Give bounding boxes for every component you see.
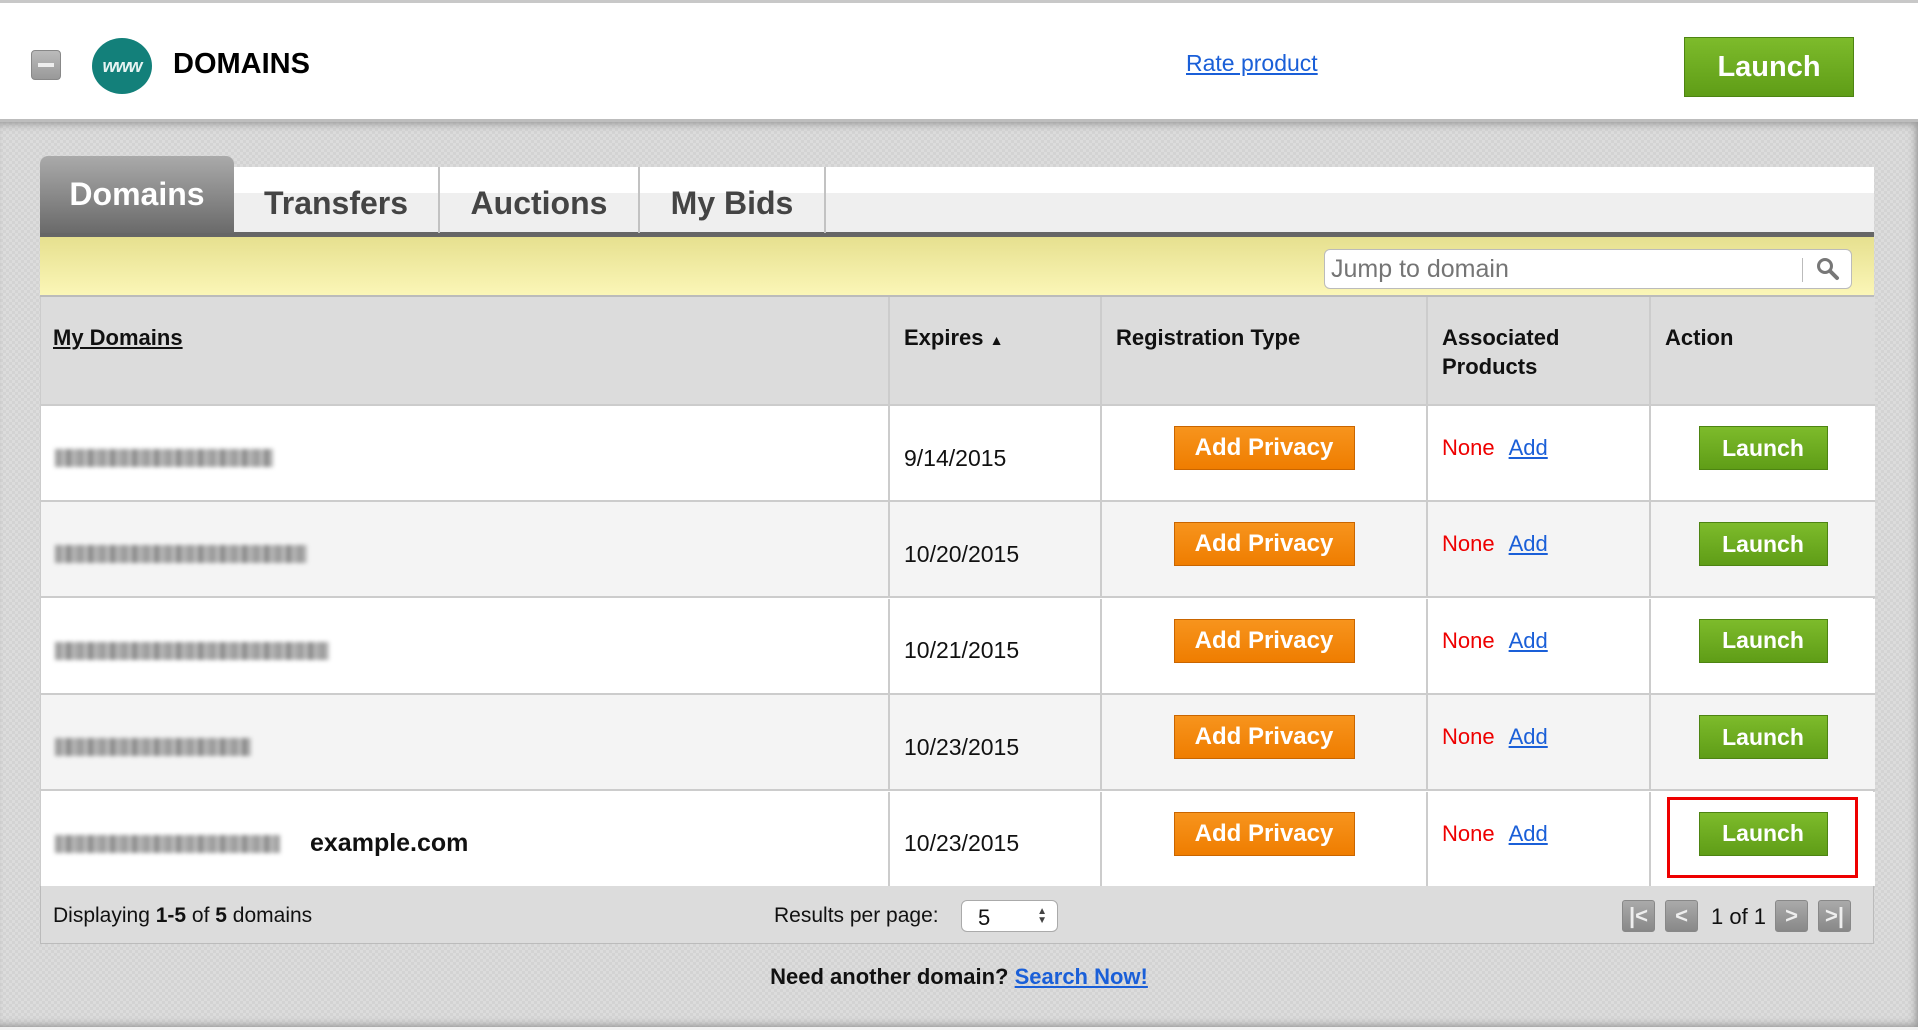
tab-auctions[interactable]: Auctions [440,167,640,233]
domain-cell [41,598,890,693]
expires-date: 9/14/2015 [904,444,1007,471]
products-none: None [1442,820,1495,846]
col-associated-products: Associated Products [1428,297,1651,404]
products-none: None [1442,627,1495,653]
col-action: Action [1665,325,1734,350]
products-cell: None Add [1428,695,1651,790]
blurred-domain-name[interactable] [55,449,273,467]
add-product-link[interactable]: Add [1508,627,1548,653]
my-domains-sort-link[interactable]: My Domains [53,325,183,350]
blurred-domain-name[interactable] [55,738,251,757]
expires-date: 10/21/2015 [904,637,1020,664]
registration-cell: Add Privacy [1102,502,1428,597]
table-footer: Displaying 1-5 of 5 domains Results per … [40,886,1874,944]
registration-cell: Add Privacy [1102,406,1428,500]
tab-domains[interactable]: Domains [40,156,234,233]
collapse-icon[interactable] [31,50,61,80]
www-globe-icon: www [92,38,152,94]
products-none: None [1442,724,1495,750]
products-none: None [1442,435,1495,460]
top-bar: www DOMAINS Rate product Launch [0,0,1918,122]
updown-arrow-icon: ▲ ▼ [1037,906,1047,926]
next-page-icon[interactable]: > [1775,900,1808,932]
expires-date: 10/23/2015 [904,830,1020,857]
table-header: My Domains Expires ▲ Registration Type A… [41,297,1875,406]
launch-button[interactable]: Launch [1698,811,1828,856]
expires-date: 10/20/2015 [904,540,1020,567]
action-cell: Launch [1651,406,1875,500]
products-cell: None Add [1428,406,1651,500]
tab-transfers[interactable]: Transfers [234,167,440,233]
launch-button-top[interactable]: Launch [1684,37,1854,97]
launch-button[interactable]: Launch [1698,426,1828,470]
add-privacy-button[interactable]: Add Privacy [1173,522,1355,567]
domain-cell [41,502,890,597]
registration-cell: Add Privacy [1102,695,1428,790]
domain-cell [41,695,890,790]
expires-cell: 10/23/2015 [890,791,1102,886]
blurred-domain-name[interactable] [55,545,307,564]
blurred-domain-name[interactable] [55,834,280,853]
results-per-page-select[interactable]: 5 ▲ ▼ [961,900,1058,932]
add-privacy-button[interactable]: Add Privacy [1173,618,1355,663]
launch-button[interactable]: Launch [1698,715,1828,760]
add-privacy-button[interactable]: Add Privacy [1173,426,1355,470]
domain-cell [41,406,890,500]
add-privacy-button[interactable]: Add Privacy [1173,811,1355,856]
registration-cell: Add Privacy [1102,598,1428,693]
last-page-icon[interactable]: >| [1818,900,1851,932]
page-title: DOMAINS [173,48,310,80]
table-row: example.com 10/23/2015 Add Privacy None A… [41,791,1875,888]
domain-cell: example.com [41,791,890,886]
expires-label[interactable]: Expires [904,325,984,350]
add-product-link[interactable]: Add [1508,820,1548,846]
expires-cell: 10/21/2015 [890,598,1102,693]
search-icon[interactable] [1815,255,1841,283]
registration-cell: Add Privacy [1102,791,1428,886]
expires-date: 10/23/2015 [904,733,1020,760]
table-row: 10/21/2015 Add Privacy None Add Launch [41,598,1875,695]
tab-my-bids[interactable]: My Bids [640,167,826,233]
domains-table: My Domains Expires ▲ Registration Type A… [40,297,1875,888]
col-expires[interactable]: Expires ▲ [890,297,1102,404]
add-product-link[interactable]: Add [1508,724,1548,750]
search-now-link[interactable]: Search Now! [1014,964,1148,989]
launch-button[interactable]: Launch [1698,618,1828,663]
first-page-icon[interactable]: |< [1622,900,1655,932]
search-prompt: Need another domain? Search Now! [770,964,1148,989]
products-none: None [1442,531,1495,557]
results-per-page-label: Results per page: [774,904,939,927]
jump-to-domain-search [1324,249,1852,289]
sort-asc-icon: ▲ [989,332,1004,348]
divider [1802,258,1803,282]
jump-to-domain-input[interactable] [1331,254,1791,284]
tab-strip [40,167,1874,237]
prev-page-icon[interactable]: < [1665,900,1698,932]
expires-cell: 10/20/2015 [890,502,1102,597]
products-cell: None Add [1428,502,1651,597]
action-cell: Launch [1651,695,1875,789]
example-domain-label: example.com [310,829,469,858]
action-cell: Launch [1651,599,1875,693]
table-row: 9/14/2015 Add Privacy None Add Launch [41,406,1875,502]
expires-cell: 9/14/2015 [890,406,1102,500]
table-row: 10/23/2015 Add Privacy None Add Launch [41,695,1875,792]
col-registration-type: Registration Type [1102,297,1428,404]
launch-button[interactable]: Launch [1698,522,1828,567]
highlight-box [1667,797,1858,878]
col-my-domains[interactable]: My Domains [41,297,890,404]
add-product-link[interactable]: Add [1508,435,1548,460]
action-cell: Launch [1651,792,1875,886]
page-info: 1 of 1 [1711,904,1767,929]
rate-product-link[interactable]: Rate product [1186,50,1318,76]
add-privacy-button[interactable]: Add Privacy [1173,715,1355,760]
action-cell: Launch [1651,502,1875,596]
blurred-domain-name[interactable] [55,641,329,660]
table-row: 10/20/2015 Add Privacy None Add Launch [41,502,1875,599]
add-product-link[interactable]: Add [1508,531,1548,557]
expires-cell: 10/23/2015 [890,695,1102,790]
display-count: Displaying 1-5 of 5 domains [53,904,313,927]
products-cell: None Add [1428,598,1651,693]
products-cell: None Add [1428,791,1651,886]
